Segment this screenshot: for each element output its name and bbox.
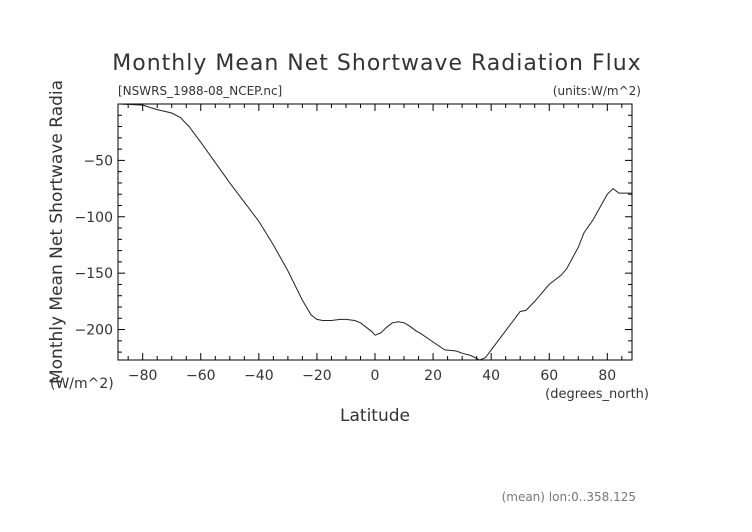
x-tick-label: 0 [371,368,380,384]
y-axis-units: (W/m^2) [50,376,114,392]
y-axis-label: Monthly Mean Net Shortwave Radia [47,80,67,384]
x-tick-label: 80 [598,368,616,384]
x-tick-label: −40 [244,368,274,384]
x-tick-labels: −80 −60 −40 −20 0 20 40 60 80 [128,368,616,384]
series-line [117,103,632,361]
y-tick-labels: −50 −100 −150 −200 [75,153,113,338]
x-tick-label: 40 [482,368,500,384]
x-tick-label: −80 [128,368,158,384]
y-tick-label: −150 [75,266,113,282]
x-tick-label: 60 [540,368,558,384]
plot-frame [117,103,633,361]
units-label: (units:W/m^2) [553,84,641,98]
file-label: [NSWRS_1988-08_NCEP.nc] [118,84,282,98]
chart-title: Monthly Mean Net Shortwave Radiation Flu… [112,51,641,76]
x-axis-label: Latitude [340,406,410,426]
x-tick-label: 20 [424,368,442,384]
y-tick-label: −200 [75,323,113,339]
footer-note: (mean) lon:0..358.125 [502,490,636,504]
y-tick-label: −50 [83,153,113,169]
x-tick-label: −60 [186,368,216,384]
x-tick-label: −20 [302,368,332,384]
x-axis-units: (degrees_north) [545,387,649,402]
axis-ticks [118,103,632,360]
y-tick-label: −100 [75,210,113,226]
